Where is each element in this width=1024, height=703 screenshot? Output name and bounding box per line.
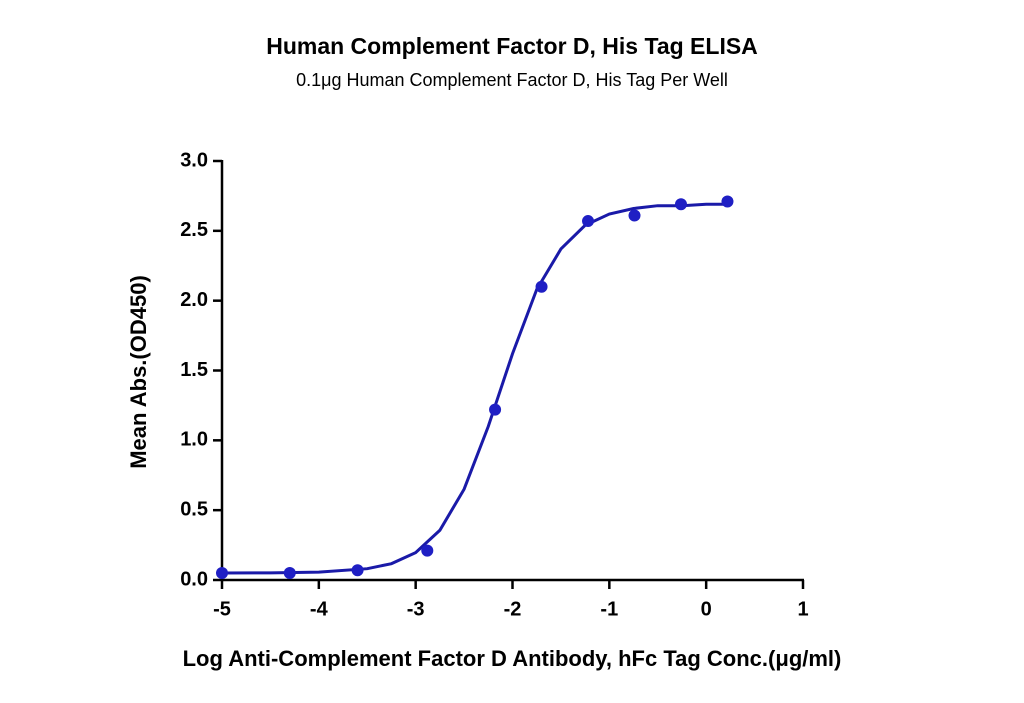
data-point xyxy=(674,198,687,211)
y-tick-label: 3.0 xyxy=(180,149,208,171)
x-tick-label: -3 xyxy=(407,598,425,620)
x-tick-label: 0 xyxy=(701,598,712,620)
y-tick-label: 0.5 xyxy=(180,498,208,520)
data-point xyxy=(351,564,364,577)
data-point xyxy=(283,567,296,580)
data-point xyxy=(421,544,434,557)
x-axis-label: Log Anti-Complement Factor D Antibody, h… xyxy=(183,646,842,671)
x-tick-label: -4 xyxy=(310,598,329,620)
y-tick-label: 2.0 xyxy=(180,289,208,311)
data-point xyxy=(216,567,228,580)
fit-curve xyxy=(221,202,728,575)
chart-title: Human Complement Factor D, His Tag ELISA xyxy=(266,33,758,59)
x-tick-label: -1 xyxy=(600,598,618,620)
chart-subtitle: 0.1μg Human Complement Factor D, His Tag… xyxy=(296,70,728,90)
x-tick-label: -2 xyxy=(504,598,522,620)
data-point xyxy=(489,403,502,416)
data-point xyxy=(535,280,548,293)
x-tick-label: 1 xyxy=(797,598,808,620)
data-point xyxy=(721,195,734,208)
data-point xyxy=(582,215,595,228)
y-axis-label: Mean Abs.(OD450) xyxy=(126,275,151,469)
y-tick-label: 2.5 xyxy=(180,219,208,241)
y-tick-label: 1.5 xyxy=(180,359,208,381)
y-tick-label: 0.0 xyxy=(180,568,208,590)
data-point xyxy=(628,209,641,222)
x-tick-label: -5 xyxy=(213,598,231,620)
y-tick-label: 1.0 xyxy=(180,429,208,451)
